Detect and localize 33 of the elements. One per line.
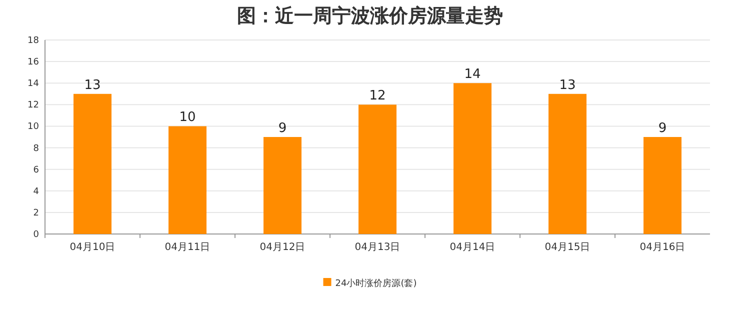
x-tick-label: 04月12日 [260, 242, 306, 253]
legend-label: 24小时涨价房源(套) [335, 278, 417, 289]
y-tick-label: 2 [33, 208, 39, 218]
data-label: 10 [179, 110, 196, 126]
chart-title: 图：近一周宁波涨价房源量走势 [237, 5, 503, 27]
bar [264, 137, 302, 234]
y-tick-label: 6 [33, 165, 40, 176]
y-tick-label: 8 [33, 144, 40, 154]
data-label: 13 [84, 78, 101, 93]
x-tick-label: 04月13日 [354, 242, 400, 253]
bar [644, 137, 682, 234]
y-tick-label: 4 [33, 186, 40, 197]
bar [358, 104, 396, 234]
y-tick-label: 16 [28, 58, 40, 68]
y-tick-label: 10 [28, 122, 40, 132]
y-tick-label: 14 [28, 79, 40, 90]
bar [454, 83, 492, 234]
y-tick-label: 12 [28, 100, 39, 111]
bar [74, 94, 112, 234]
x-tick-label: 04月10日 [70, 242, 116, 253]
x-tick-label: 04月14日 [450, 242, 496, 253]
x-tick-label: 04月15日 [544, 242, 590, 253]
x-tick-label: 04月16日 [640, 242, 686, 253]
data-label: 9 [658, 121, 667, 136]
data-label: 9 [278, 121, 287, 136]
data-label: 13 [559, 78, 576, 93]
y-tick-label: 18 [28, 36, 40, 46]
data-label: 14 [464, 67, 481, 82]
bar [548, 94, 586, 234]
data-label: 12 [369, 88, 386, 104]
bar [168, 126, 206, 234]
x-tick-label: 04月11日 [164, 242, 210, 253]
y-tick-label: 0 [33, 230, 40, 240]
